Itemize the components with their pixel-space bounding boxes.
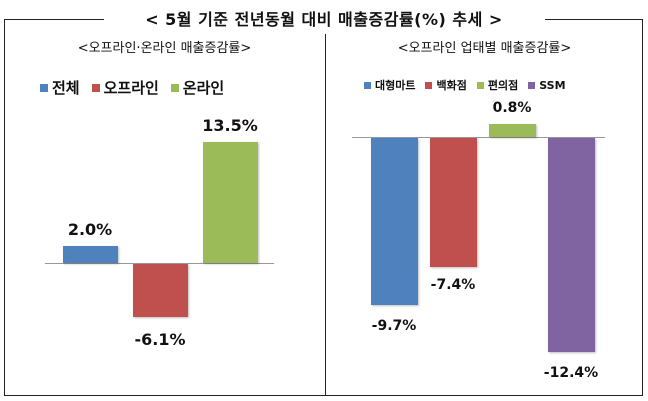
bar-online [203, 142, 258, 263]
right-legend: 대형마트 백화점 편의점 SSM [364, 77, 578, 93]
right-subtitle: <오프라인 업태별 매출증감률> [397, 41, 572, 56]
frame-top-left [4, 19, 104, 20]
legend-label: 오프라인 [103, 79, 159, 97]
legend-swatch-purple [528, 81, 536, 89]
legend-swatch-blue [40, 83, 48, 92]
label-convenience-store: 0.8% [492, 100, 532, 116]
bar-department-store [430, 138, 477, 267]
legend-item-hypermarket: 대형마트 [364, 77, 415, 93]
label-online: 13.5% [202, 116, 258, 135]
legend-item-ssm: SSM [528, 78, 566, 92]
left-zero-axis [45, 263, 274, 264]
chart-frame [4, 19, 643, 396]
legend-label: 온라인 [182, 79, 225, 97]
page-title: < 5월 기준 전년동월 대비 매출증감률(%) 추세 > [0, 6, 648, 30]
bar-total [63, 246, 118, 263]
panel-divider [325, 34, 326, 396]
bar-ssm [548, 138, 595, 352]
label-department-store: -7.4% [430, 277, 476, 293]
legend-label: 백화점 [436, 79, 467, 92]
label-hypermarket: -9.7% [371, 318, 417, 334]
legend-item-offline: 오프라인 [91, 77, 159, 98]
legend-label: 대형마트 [375, 79, 416, 92]
left-legend: 전체 오프라인 온라인 [40, 77, 236, 98]
right-zero-axis [352, 137, 605, 138]
legend-swatch-green [476, 81, 484, 89]
legend-swatch-red [91, 83, 100, 92]
legend-label: SSM [539, 78, 566, 92]
page-title-text: < 5월 기준 전년동월 대비 매출증감률(%) 추세 > [137, 10, 511, 29]
label-offline: -6.1% [134, 330, 186, 349]
label-total: 2.0% [67, 220, 113, 239]
bar-offline [133, 264, 188, 317]
legend-swatch-red [425, 81, 433, 89]
left-subtitle: <오프라인·온라인 매출증감률> [77, 41, 252, 56]
legend-item-department: 백화점 [425, 77, 467, 93]
legend-label: 편의점 [487, 79, 519, 92]
label-ssm: -12.4% [543, 365, 599, 381]
legend-label: 전체 [52, 79, 80, 97]
frame-top-right [545, 19, 643, 20]
bar-hypermarket [371, 138, 418, 305]
legend-item-online: 온라인 [170, 77, 225, 98]
legend-swatch-green [170, 83, 179, 92]
legend-swatch-blue [364, 81, 371, 89]
bar-convenience-store [489, 124, 536, 137]
legend-item-total: 전체 [40, 77, 80, 98]
legend-item-convenience: 편의점 [476, 77, 519, 93]
